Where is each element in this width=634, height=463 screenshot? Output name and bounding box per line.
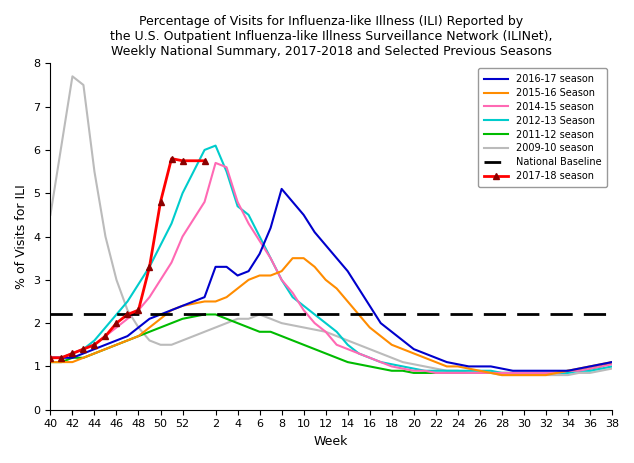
Title: Percentage of Visits for Influenza-like Illness (ILI) Reported by
the U.S. Outpa: Percentage of Visits for Influenza-like …	[110, 15, 552, 58]
Legend: 2016-17 season, 2015-16 Season, 2014-15 season, 2012-13 Season, 2011-12 season, : 2016-17 season, 2015-16 Season, 2014-15 …	[477, 68, 607, 187]
X-axis label: Week: Week	[314, 435, 348, 448]
Y-axis label: % of Visits for ILI: % of Visits for ILI	[15, 184, 28, 289]
